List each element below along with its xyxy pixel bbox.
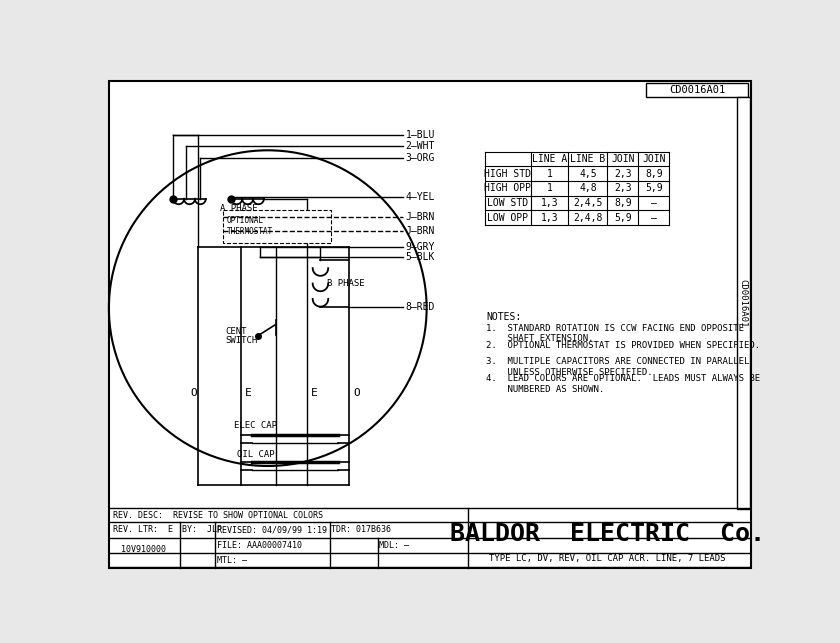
Text: HIGH OPP: HIGH OPP xyxy=(485,183,532,194)
Text: REVISED: 04/09/99 1:19: REVISED: 04/09/99 1:19 xyxy=(217,525,327,534)
Text: SWITCH: SWITCH xyxy=(225,336,257,345)
Text: 1.  STANDARD ROTATION IS CCW FACING END OPPOSITE
    SHAFT EXTENSION.: 1. STANDARD ROTATION IS CCW FACING END O… xyxy=(486,323,744,343)
Text: JOIN: JOIN xyxy=(642,154,665,164)
Text: NOTES:: NOTES: xyxy=(486,312,522,322)
Text: J–BRN: J–BRN xyxy=(406,226,435,236)
Text: 5–BLK: 5–BLK xyxy=(406,251,435,262)
Text: E: E xyxy=(311,388,318,398)
Text: CENT: CENT xyxy=(225,327,247,336)
Text: 9–GRY: 9–GRY xyxy=(406,242,435,251)
Text: –: – xyxy=(651,213,657,222)
Text: O: O xyxy=(191,388,197,398)
Text: CD0016A01: CD0016A01 xyxy=(669,86,725,95)
Text: BY:  JLP: BY: JLP xyxy=(181,525,222,534)
Text: 2,3: 2,3 xyxy=(614,169,632,179)
Text: 1: 1 xyxy=(547,183,553,194)
Text: E: E xyxy=(245,388,252,398)
Text: OPTIONAL: OPTIONAL xyxy=(227,216,264,225)
Text: MTL: –: MTL: – xyxy=(217,556,247,565)
Text: 4–YEL: 4–YEL xyxy=(406,192,435,201)
Text: TDR: 017B636: TDR: 017B636 xyxy=(331,525,391,534)
Text: 5,9: 5,9 xyxy=(614,213,632,222)
Text: 1,3: 1,3 xyxy=(541,213,559,222)
Text: 5,9: 5,9 xyxy=(645,183,663,194)
Text: 2,3: 2,3 xyxy=(614,183,632,194)
Bar xyxy=(223,210,331,242)
Text: MDL: –: MDL: – xyxy=(380,541,409,550)
Text: TYPE LC, DV, REV, OIL CAP ACR. LINE, 7 LEADS: TYPE LC, DV, REV, OIL CAP ACR. LINE, 7 L… xyxy=(489,554,726,563)
Text: REV. DESC:  REVISE TO SHOW OPTIONAL COLORS: REV. DESC: REVISE TO SHOW OPTIONAL COLOR… xyxy=(113,511,323,520)
Text: 4,5: 4,5 xyxy=(579,169,596,179)
Text: LINE A: LINE A xyxy=(533,154,568,164)
Text: ELEC CAP: ELEC CAP xyxy=(234,421,277,430)
Text: THERMOSTAT: THERMOSTAT xyxy=(227,227,273,236)
Text: REV. LTR:  E: REV. LTR: E xyxy=(113,525,173,534)
Text: 1: 1 xyxy=(547,169,553,179)
Text: JOIN: JOIN xyxy=(611,154,634,164)
Text: A PHASE: A PHASE xyxy=(220,204,257,213)
Bar xyxy=(646,84,748,97)
Text: 8,9: 8,9 xyxy=(645,169,663,179)
Text: 1,3: 1,3 xyxy=(541,198,559,208)
Text: –: – xyxy=(651,198,657,208)
Text: 2,4,8: 2,4,8 xyxy=(573,213,602,222)
Text: CD0016A01: CD0016A01 xyxy=(738,278,748,327)
Text: 10V910000: 10V910000 xyxy=(121,545,166,554)
Text: 2–WHT: 2–WHT xyxy=(406,141,435,152)
Text: J–BRN: J–BRN xyxy=(406,212,435,222)
Text: BALDOR  ELECTRIC  Co.: BALDOR ELECTRIC Co. xyxy=(449,521,764,546)
Text: 2,4,5: 2,4,5 xyxy=(573,198,602,208)
Text: 3–ORG: 3–ORG xyxy=(406,153,435,163)
Text: 8–RED: 8–RED xyxy=(406,302,435,312)
Text: B PHASE: B PHASE xyxy=(327,279,365,288)
Text: 4,8: 4,8 xyxy=(579,183,596,194)
Text: 4.  LEAD COLORS ARE OPTIONAL.  LEADS MUST ALWAYS BE
    NUMBERED AS SHOWN.: 4. LEAD COLORS ARE OPTIONAL. LEADS MUST … xyxy=(486,374,760,394)
Text: FILE: AAA00007410: FILE: AAA00007410 xyxy=(217,541,302,550)
Text: LOW OPP: LOW OPP xyxy=(487,213,528,222)
Text: O: O xyxy=(354,388,360,398)
Text: OIL CAP: OIL CAP xyxy=(237,450,274,459)
Text: 3.  MULTIPLE CAPACITORS ARE CONNECTED IN PARALLEL
    UNLESS OTHERWISE SPECIFIED: 3. MULTIPLE CAPACITORS ARE CONNECTED IN … xyxy=(486,358,749,377)
Text: LOW STD: LOW STD xyxy=(487,198,528,208)
Text: 1–BLU: 1–BLU xyxy=(406,130,435,140)
Text: 2.  OPTIONAL THERMOSTAT IS PROVIDED WHEN SPECIFIED.: 2. OPTIONAL THERMOSTAT IS PROVIDED WHEN … xyxy=(486,341,760,350)
Text: HIGH STD: HIGH STD xyxy=(485,169,532,179)
Text: 8,9: 8,9 xyxy=(614,198,632,208)
Bar xyxy=(737,97,750,509)
Text: LINE B: LINE B xyxy=(570,154,606,164)
